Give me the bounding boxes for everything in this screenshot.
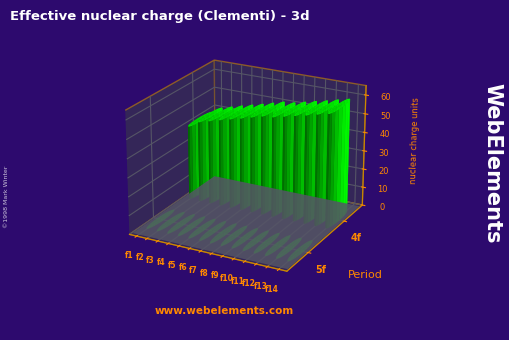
Text: Effective nuclear charge (Clementi) - 3d: Effective nuclear charge (Clementi) - 3d (10, 10, 309, 23)
Y-axis label: Period: Period (347, 270, 382, 280)
Text: WebElements: WebElements (482, 83, 501, 243)
Text: ©1998 Mark Winter: ©1998 Mark Winter (4, 166, 9, 228)
Text: www.webelements.com: www.webelements.com (154, 306, 294, 316)
